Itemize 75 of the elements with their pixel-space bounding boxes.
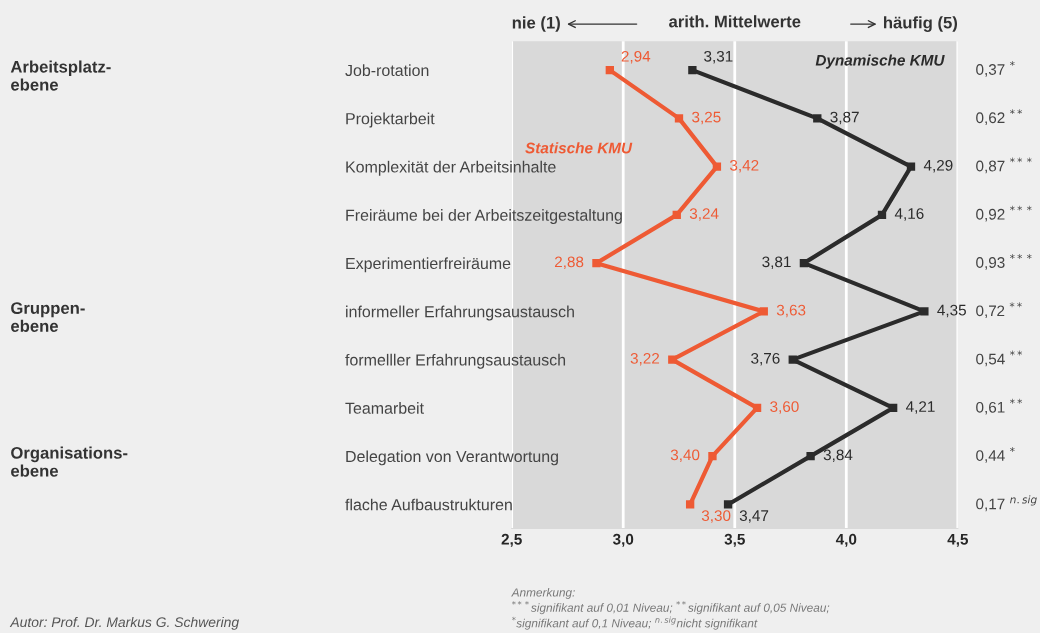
y-tick-label: Delegation von Verantwortung [346,450,558,466]
text: Dynamische KMU [815,54,945,69]
point [799,258,809,268]
data-label: 3,76 [751,352,780,366]
text: 0,37 $^{*}$ [976,60,1015,77]
point [605,65,614,75]
data-label: 4,16 [894,208,924,221]
x-tick-label: 4,0 [835,533,857,547]
point [685,500,695,509]
text: Anmerkung: $^{***}$signifikant auf 0,01 Niveau; $^{**}$signifikant auf 0,05 Niveau; $^{*}$signifikant auf 0,1 Niveau; $^{n.sig}$nicht signifikant [511,587,830,630]
y-tick-label: flache Aufbaustrukturen [345,498,512,511]
point [712,162,722,171]
text: Gruppen- ebene [11,302,85,332]
data-label: 2,94 [621,50,651,64]
point [668,355,677,364]
y-tick-label: Experimentierfreiräume [346,257,511,273]
data-label: 3,31 [704,50,733,64]
data-label: 3,22 [630,352,660,366]
text: Statische KMU [525,142,633,154]
text: 0,54 $^{**}$ [976,350,1023,367]
data-label: 3,24 [689,208,719,221]
data-label: 3,60 [770,401,799,414]
x-tick-label: 3,5 [724,533,745,547]
text: Organisations- ebene [11,446,128,477]
data-label: 4,29 [923,159,953,173]
text: 0,61 $^{**}$ [976,398,1023,415]
point [877,210,887,220]
data-label: 3,30 [701,510,731,523]
text: Arbeitsplatz- ebene [10,60,111,91]
y-tick-label: Teamarbeit [345,402,424,414]
point [906,162,916,171]
x-tick-label: 2,5 [501,533,522,547]
point [788,355,797,364]
data-label: 3,84 [823,449,853,463]
point [888,403,898,413]
text: häufig (5) [884,16,958,32]
y-tick-label: formelller Erfahrungsaustausch [345,353,566,369]
point [592,258,601,268]
x-tick-label: 4,5 [947,533,969,547]
text: 0,72 $^{**}$ [976,302,1022,318]
data-label: 3,47 [739,510,769,523]
text: 0,17 $^{n.sig}$ [976,495,1037,512]
y-tick-label: Komplexität der Arbeitsinhalte [346,160,556,176]
x-axis-title: arith. Mittelwerte [669,15,801,28]
point [752,403,762,413]
data-label: 3,25 [692,111,721,125]
data-label: 3,87 [830,111,859,125]
point [920,307,929,316]
point [688,65,697,75]
text: nie (1) [512,16,560,32]
point [708,452,717,461]
text: 0,87 $^{***}$ [976,157,1032,174]
x-tick-label: 3,0 [612,533,634,547]
text: 0,93 $^{***}$ [976,254,1032,270]
point [806,452,815,461]
data-label: 3,81 [762,256,791,270]
y-tick-label: Projektarbeit [346,112,435,128]
text: Autor: Prof. Dr. Markus G. Schwering [9,616,239,630]
text: 0,44 $^{*}$ [976,447,1015,463]
point [672,210,681,220]
y-tick-label: informeller Erfahrungsaustausch [346,305,574,321]
data-label: 4,35 [937,304,966,318]
point [813,114,822,123]
text: 0,92 $^{***}$ [976,205,1032,222]
data-label: 3,42 [730,159,759,173]
point [759,307,768,316]
point [723,500,733,509]
data-label: 2,88 [554,256,584,270]
data-label: 3,40 [670,449,700,463]
y-tick-label: Freiräume bei der Arbeitszeitgestaltung [346,209,622,224]
data-label: 4,21 [906,401,935,414]
point [674,114,684,123]
data-label: 3,63 [776,304,806,318]
text: 0,62 $^{**}$ [976,109,1023,125]
y-tick-label: Job-rotation [345,64,429,77]
